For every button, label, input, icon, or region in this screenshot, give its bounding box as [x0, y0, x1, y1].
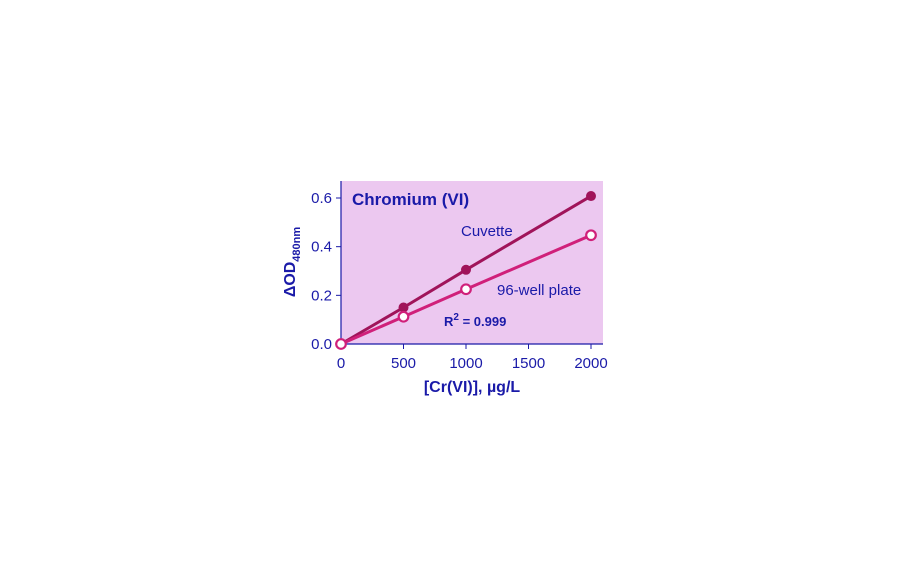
y-axis-title-subscript: 480nm: [291, 227, 303, 262]
series-line-cuvette: [340, 194, 592, 346]
series-points: [335, 191, 597, 350]
y-tick-label: 0.4: [311, 239, 332, 256]
x-tick-label: 1500: [512, 355, 545, 372]
series-label-cuvette: Cuvette: [461, 223, 513, 240]
series-label-96-well-plate: 96-well plate: [497, 282, 581, 299]
data-point-cuvette: [398, 302, 409, 313]
svg-text:ΔOD480nm: ΔOD480nm: [282, 227, 303, 298]
r-squared-annotation: R2 = 0.999: [444, 312, 506, 329]
x-tick-label: 1000: [449, 355, 482, 372]
data-point-96-well-plate: [335, 338, 347, 350]
r-label: R: [444, 314, 454, 329]
y-axis-title: ΔOD480nm: [282, 227, 303, 298]
data-point-96-well-plate: [460, 283, 472, 296]
data-point-96-well-plate: [585, 229, 597, 242]
x-tick-label: 500: [391, 355, 416, 372]
data-point-cuvette: [461, 264, 471, 275]
series-lines: [340, 194, 592, 346]
y-tick-label: 0.6: [311, 190, 332, 207]
y-ticks: 0.0 0.2 0.4 0.6: [311, 190, 341, 353]
series-line-96-well-plate: [340, 233, 592, 346]
r-value: = 0.999: [459, 314, 506, 329]
x-axis-title: [Cr(VI)], µg/L: [424, 379, 521, 396]
r-superscript: 2: [453, 312, 459, 323]
y-tick-label: 0.0: [311, 336, 332, 353]
x-tick-label: 2000: [574, 355, 607, 372]
data-point-cuvette: [586, 191, 596, 202]
y-axis-title-main: ΔOD: [282, 262, 299, 298]
x-tick-label: 0: [337, 355, 345, 372]
data-point-96-well-plate: [397, 310, 410, 323]
chart-title: Chromium (VI): [352, 190, 469, 209]
y-tick-label: 0.2: [311, 287, 332, 304]
axes: [340, 181, 603, 345]
x-ticks: 0 500 1000 1500 2000: [337, 344, 608, 372]
